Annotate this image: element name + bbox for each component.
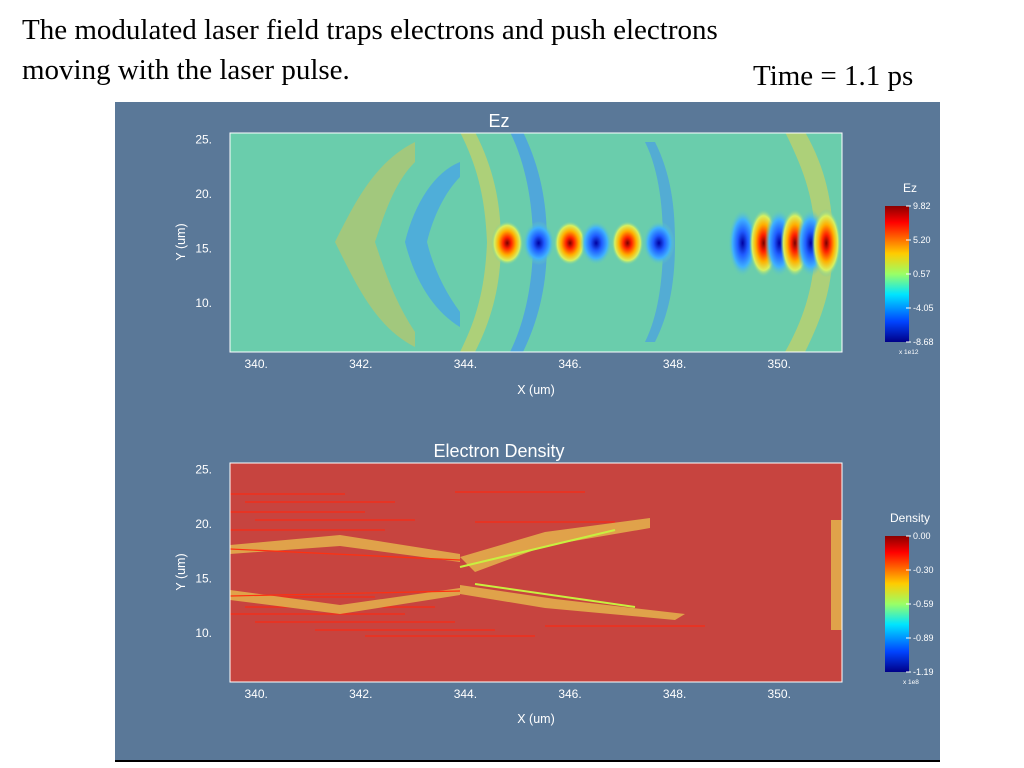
- density-band-lower-right: [460, 585, 685, 620]
- colorbar-tick-label: 5.20: [913, 235, 931, 245]
- caption-line-2: moving with the laser pulse.: [22, 54, 350, 86]
- density-heatmap: [230, 463, 842, 682]
- x-tick-label: 340.: [244, 357, 267, 371]
- ez-plot-frame: [229, 132, 843, 353]
- density-colorbar: [885, 536, 909, 672]
- x-tick-label: 350.: [768, 357, 791, 371]
- figure-svg: Ez 340. 342. 344. 346. 348. 350. 25. 20. 15. 10.…: [174, 111, 934, 726]
- colorbar-tick-label: -0.89: [913, 633, 934, 643]
- simulation-figure-panel: Ez 340. 342. 344. 346. 348. 350. 25. 20. 15. 10.…: [115, 102, 940, 762]
- ez-colorbar: [885, 206, 909, 342]
- density-x-ticks: 340. 342. 344. 346. 348. 350.: [244, 687, 790, 701]
- ez-x-ticks: 340. 342. 344. 346. 348. 350.: [244, 357, 790, 371]
- colorbar-tick-label: -8.68: [913, 337, 934, 347]
- density-core-lower: [474, 583, 636, 608]
- density-plot-frame: [229, 462, 843, 683]
- slide-caption: The modulated laser field traps electron…: [22, 10, 882, 90]
- colorbar-tick-label: -0.30: [913, 565, 934, 575]
- x-tick-label: 348.: [663, 357, 686, 371]
- density-plot-area: [230, 463, 842, 682]
- density-colorbar-scale: x 1e8: [903, 679, 919, 686]
- ez-x-axis-label: X (um): [517, 383, 555, 397]
- ez-y-axis-label: Y (um): [174, 223, 188, 260]
- ez-colorbar-ticks: 9.82 5.20 0.57 -4.05 -8.68: [906, 201, 934, 347]
- density-band-lower-left: [230, 588, 460, 614]
- colorbar-tick-label: -4.05: [913, 303, 934, 313]
- x-tick-label: 344.: [454, 357, 477, 371]
- density-band-upper-right: [460, 518, 650, 572]
- y-tick-label: 25.: [195, 133, 212, 147]
- colorbar-tick-label: -1.19: [913, 667, 934, 677]
- colorbar-tick-label: 9.82: [913, 201, 931, 211]
- density-y-ticks: 25. 20. 15. 10.: [195, 463, 212, 640]
- ez-negative-lobe: [642, 221, 675, 266]
- x-tick-label: 346.: [558, 687, 581, 701]
- y-tick-label: 10.: [195, 626, 212, 640]
- colorbar-tick-label: 0.00: [913, 531, 931, 541]
- colorbar-tick-label: -0.59: [913, 599, 934, 609]
- density-colorbar-title: Density: [890, 511, 930, 525]
- density-edge-lower: [230, 590, 461, 597]
- ez-heatmap: [230, 133, 842, 352]
- y-tick-label: 25.: [195, 463, 212, 477]
- caption-line-1: The modulated laser field traps electron…: [22, 14, 718, 46]
- ez-plot-title: Ez: [488, 111, 509, 131]
- ez-swirl-arc3: [785, 133, 833, 352]
- ez-swirl-arc2: [510, 133, 547, 352]
- density-edge-upper: [230, 548, 461, 561]
- ez-swirl-arc1: [460, 133, 501, 352]
- time-label: Time = 1.1 ps: [753, 60, 914, 92]
- ez-swirl-mid: [405, 162, 460, 327]
- density-band-upper-left: [230, 535, 460, 562]
- density-edge-right: [831, 520, 842, 630]
- ez-lobes: [491, 209, 841, 278]
- ez-colorbar-title: Ez: [903, 181, 917, 195]
- ez-positive-lobe: [811, 209, 841, 278]
- x-tick-label: 350.: [768, 687, 791, 701]
- density-core-upper: [459, 529, 616, 568]
- ez-negative-lobe: [580, 221, 613, 266]
- ez-negative-lobe: [522, 221, 555, 266]
- x-tick-label: 344.: [454, 687, 477, 701]
- ez-swirl-left: [335, 142, 415, 347]
- y-tick-label: 20.: [195, 517, 212, 531]
- x-tick-label: 348.: [663, 687, 686, 701]
- density-plot-title: Electron Density: [433, 441, 564, 461]
- ez-positive-lobe: [554, 221, 586, 266]
- y-tick-label: 15.: [195, 571, 212, 585]
- colorbar-tick-label: 0.57: [913, 269, 931, 279]
- density-y-axis-label: Y (um): [174, 553, 188, 590]
- y-tick-label: 10.: [195, 296, 212, 310]
- x-tick-label: 342.: [349, 357, 372, 371]
- x-tick-label: 342.: [349, 687, 372, 701]
- y-tick-label: 15.: [195, 241, 212, 255]
- ez-swirl-arc4: [645, 142, 675, 342]
- x-tick-label: 340.: [244, 687, 267, 701]
- ez-positive-lobe: [611, 221, 644, 266]
- density-bands: [230, 518, 842, 630]
- x-tick-label: 346.: [558, 357, 581, 371]
- ez-negative-lobe: [728, 209, 758, 278]
- ez-colorbar-scale: x 1e12: [899, 349, 919, 356]
- y-tick-label: 20.: [195, 187, 212, 201]
- density-colorbar-ticks: 0.00 -0.30 -0.59 -0.89 -1.19: [906, 531, 934, 677]
- ez-y-ticks: 25. 20. 15. 10.: [195, 133, 212, 310]
- density-x-axis-label: X (um): [517, 712, 555, 726]
- ez-positive-lobe: [491, 221, 524, 266]
